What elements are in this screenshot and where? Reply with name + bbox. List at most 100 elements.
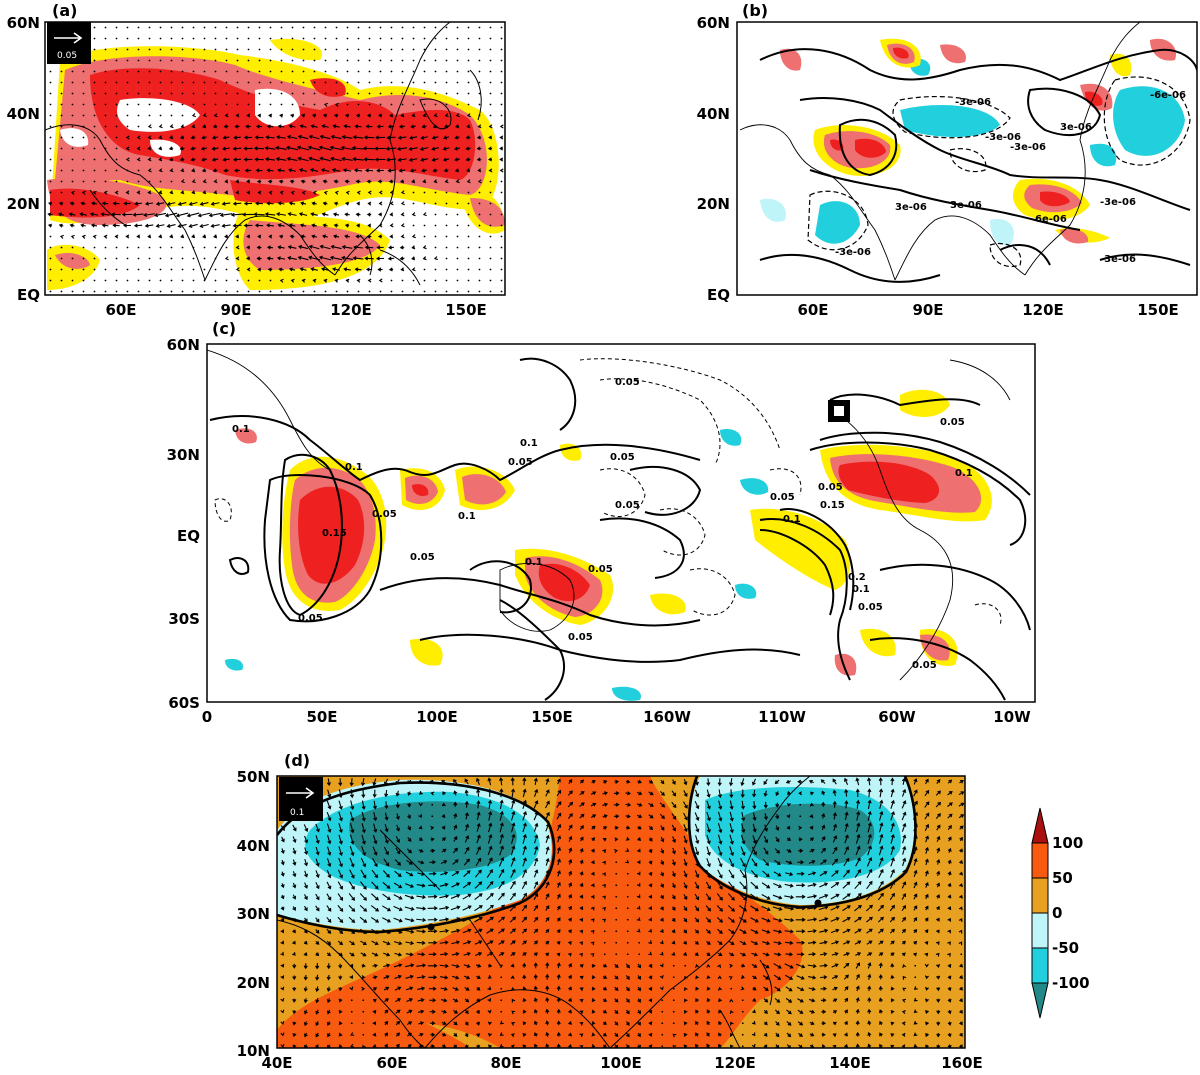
vector-arrow [545, 997, 550, 1003]
vector-arrow [431, 146, 439, 151]
vector-arrow [464, 1009, 469, 1015]
vector-dot [82, 169, 85, 172]
vector-arrow [300, 201, 307, 206]
vector-dot [500, 114, 503, 117]
vector-dot [148, 114, 151, 117]
vector-arrow [694, 778, 699, 786]
vector-arrow [488, 811, 493, 821]
vector-arrow [579, 929, 584, 934]
vector-arrow [326, 881, 332, 890]
vector-dot [115, 81, 118, 84]
panel-b-ytick: 40N [697, 105, 730, 123]
vector-dot [324, 26, 327, 29]
vector-arrow [902, 963, 907, 969]
vector-arrow [843, 846, 849, 855]
vector-arrow [367, 190, 372, 195]
vector-arrow [352, 256, 364, 261]
vector-dot [799, 815, 802, 818]
vector-arrow [441, 780, 446, 784]
vector-arrow [728, 940, 735, 945]
vector-arrow [590, 883, 595, 888]
vector-arrow [613, 849, 618, 854]
vector-arrow [474, 881, 483, 889]
vector-dot [357, 81, 360, 84]
panel-d-xtick: 100E [600, 1054, 642, 1072]
vector-arrow [213, 179, 218, 184]
vector-arrow [246, 179, 250, 184]
vector-arrow [786, 1032, 792, 1038]
vector-arrow [378, 212, 382, 217]
vector-arrow [636, 791, 643, 796]
vector-dot [357, 92, 360, 95]
vector-dot [214, 268, 217, 271]
vector-dot [335, 70, 338, 73]
vector-dot [730, 987, 733, 990]
vector-dot [500, 987, 503, 990]
vector-arrow [427, 917, 438, 922]
panel-b-contour-label: 6e-06 [1035, 214, 1067, 225]
vector-dot [423, 70, 426, 73]
vector-arrow [533, 822, 539, 832]
vector-arrow [683, 790, 688, 798]
vector-arrow [830, 905, 840, 911]
vector-dot [104, 81, 107, 84]
vector-arrow [387, 168, 395, 173]
vector-arrow [318, 145, 332, 151]
vector-arrow [750, 905, 759, 912]
vector-dot [137, 37, 140, 40]
vector-dot [115, 103, 118, 106]
vector-arrow [180, 168, 185, 173]
vector-arrow [243, 146, 253, 151]
vector-arrow [246, 113, 251, 118]
vector-dot [192, 48, 195, 51]
vector-arrow [683, 1009, 688, 1014]
vector-arrow [706, 800, 711, 810]
vector-dot [93, 136, 96, 139]
vector-dot [368, 48, 371, 51]
vector-arrow [429, 1009, 436, 1014]
vector-dot [93, 37, 96, 40]
vector-arrow [695, 986, 700, 991]
vector-arrow [901, 952, 906, 957]
vector-arrow [533, 1008, 538, 1014]
vector-arrow [91, 201, 97, 206]
vector-arrow [855, 952, 862, 956]
vector-dot [214, 92, 217, 95]
vector-arrow [590, 918, 595, 923]
vector-arrow [288, 201, 296, 206]
vector-arrow [356, 201, 361, 206]
vector-arrow [326, 778, 331, 787]
vector-arrow [370, 893, 379, 901]
vector-arrow [579, 975, 584, 980]
vector-arrow [296, 145, 310, 151]
vector-arrow [947, 917, 952, 922]
vector-arrow [556, 985, 561, 991]
vector-arrow [366, 179, 372, 184]
vector-arrow [556, 789, 562, 797]
vector-dot [478, 70, 481, 73]
vector-arrow [936, 929, 940, 934]
vector-arrow [818, 917, 829, 922]
vector-arrow [147, 190, 152, 195]
vector-dot [126, 290, 129, 293]
vector-arrow [706, 858, 711, 868]
vector-arrow [355, 113, 361, 118]
vector-dot [638, 941, 641, 944]
vector-arrow [821, 836, 826, 842]
vector-arrow [114, 190, 119, 195]
vector-arrow [360, 940, 367, 946]
vector-arrow [310, 124, 318, 129]
vector-arrow [439, 940, 449, 945]
vector-arrow [866, 928, 873, 934]
vector-dot [258, 48, 261, 51]
vector-arrow [396, 146, 408, 151]
vector-arrow [534, 857, 539, 867]
vector-dot [489, 92, 492, 95]
vector-dot [49, 125, 52, 128]
vector-arrow [158, 146, 163, 151]
vector-arrow [384, 998, 389, 1003]
vector-dot [412, 48, 415, 51]
vector-dot [412, 290, 415, 293]
vector-dot [478, 92, 481, 95]
vector-dot [478, 26, 481, 29]
